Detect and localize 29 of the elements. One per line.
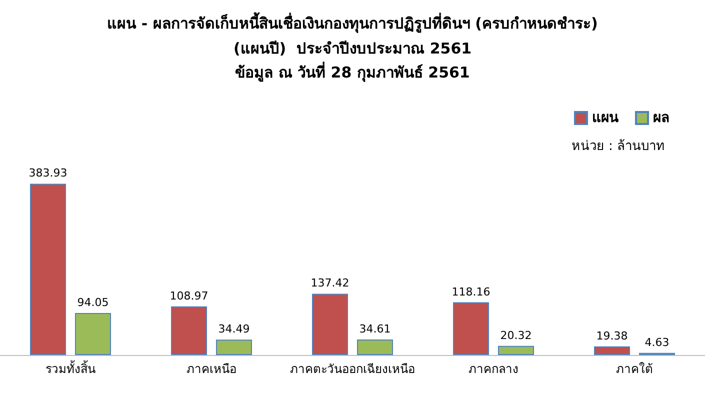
bar [75, 313, 111, 355]
x-tick-label: ภาคใต้ [616, 362, 653, 376]
x-tick-label: ภาคเหนือ [186, 362, 236, 376]
text: หน่วย : ล้านบาท [571, 139, 666, 154]
data-label: 4.63 [644, 336, 670, 349]
bar [357, 340, 393, 355]
data-label: 94.05 [77, 296, 109, 310]
data-label: 108.97 [170, 289, 208, 302]
x-tick-label: ภาคกลาง [468, 362, 518, 376]
data-label: 20.32 [500, 328, 532, 342]
data-label: 34.61 [359, 322, 391, 336]
legend-label: แผน [592, 110, 619, 126]
chart-title: แผน - ผลการจัดเก็บหนี้สินเชื่อเงินกองทุนการปฏิรูปที่ดินฯ (ครบกำหนดชำระ) (แผนปี) ประจำปีงบประมาณ 2561 [107, 12, 598, 58]
bar [216, 340, 252, 355]
x-tick-label: รวมทั้งสิ้น [46, 360, 96, 376]
bar [498, 346, 534, 355]
bar [30, 184, 66, 355]
chart-subtitle: ข้อมูล ณ วันที่ 28 กุมภาพันธ์ 2561 [235, 62, 470, 82]
bar [453, 302, 489, 355]
x-tick-label: ภาคตะวันออกเฉียงเหนือ [290, 362, 415, 376]
data-label: 19.38 [596, 329, 628, 342]
data-label: 34.49 [218, 322, 250, 336]
legend-label: ผล [653, 110, 670, 126]
bar [312, 294, 348, 355]
bar [171, 306, 207, 355]
data-label: 137.42 [310, 276, 350, 290]
data-label: 383.93 [28, 166, 68, 180]
bar [594, 346, 630, 355]
data-label: 118.16 [452, 285, 490, 298]
